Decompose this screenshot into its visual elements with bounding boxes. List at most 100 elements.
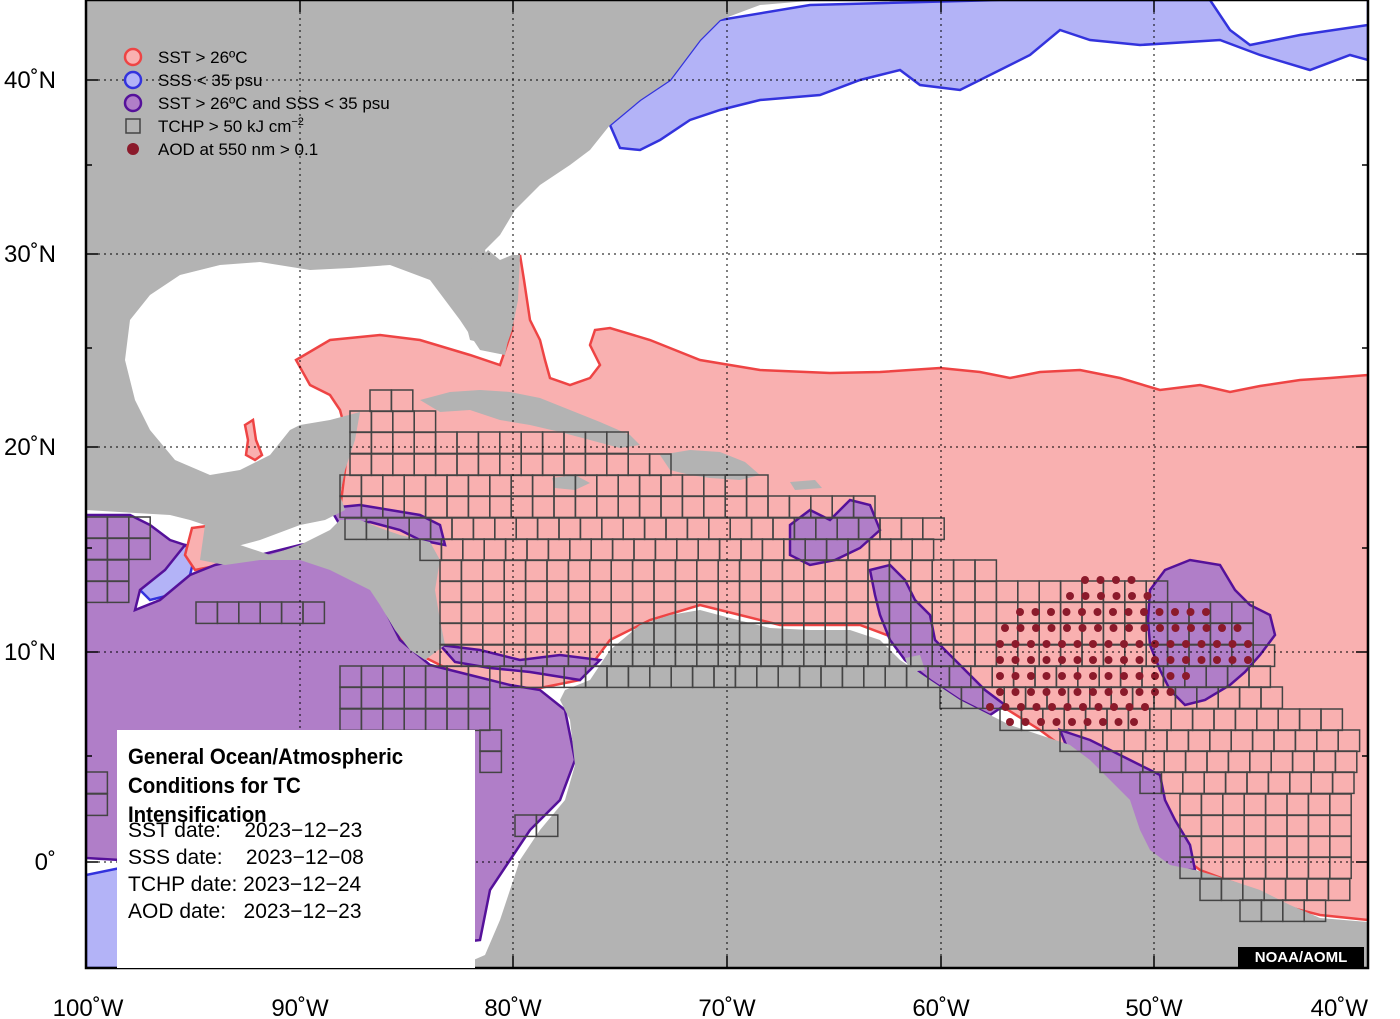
aod-dot — [1114, 718, 1123, 726]
aod-dot — [1120, 688, 1128, 696]
ticks — [86, 0, 1368, 968]
aod-dot — [1016, 624, 1025, 632]
aod-dot — [1151, 672, 1159, 680]
aod-dot — [1135, 656, 1144, 664]
lat-tick-label: 20˚N — [4, 434, 56, 461]
tchp-cell — [86, 793, 109, 817]
aod-dot — [1120, 656, 1128, 664]
aod-dot — [996, 656, 1004, 664]
tchp-square-icon — [125, 118, 141, 134]
aod-dot — [1186, 608, 1195, 616]
aod-dot — [1104, 688, 1113, 696]
aod-dot — [1233, 624, 1242, 632]
lat-tick-label: 10˚N — [4, 639, 56, 666]
tchp-cell — [479, 750, 503, 774]
aod-dot — [1032, 624, 1040, 632]
aod-dot-icon — [127, 143, 139, 155]
aod-dot — [1037, 718, 1045, 726]
aod-dot — [1202, 608, 1210, 616]
aod-dot — [1058, 672, 1066, 680]
legend-label: AOD at 550 nm > 0.1 — [158, 140, 318, 159]
aod-dot — [1058, 640, 1066, 648]
aod-dot — [1166, 656, 1175, 664]
legend-item: SSS < 35 psu — [123, 70, 262, 90]
aod-dot — [1244, 640, 1252, 648]
legend-label: SST > 26ºC — [158, 48, 248, 67]
aod-dot — [1182, 656, 1190, 664]
tchp-cell — [1327, 878, 1351, 902]
aod-dot — [1011, 656, 1020, 664]
aod-dot — [1001, 703, 1010, 711]
aod-dot — [1062, 608, 1071, 616]
aod-dot — [1073, 688, 1082, 696]
tchp-cell — [128, 537, 151, 561]
aod-dot — [1124, 608, 1133, 616]
aod-dot — [1151, 640, 1159, 648]
aod-dot — [1021, 718, 1030, 726]
aod-dot — [1197, 656, 1206, 664]
info-title-line2: Conditions for TC Intensification — [128, 773, 301, 827]
aod-dot — [1213, 640, 1221, 648]
aod-dot — [1011, 640, 1020, 648]
legend-label: TCHP > 50 kJ cm−2 — [158, 116, 304, 136]
sst-sss-circle-icon — [123, 93, 143, 113]
legend-label-sup: −2 — [291, 116, 304, 128]
tchp-cell — [467, 708, 491, 732]
aod-dot — [1097, 592, 1105, 600]
aod-dot — [996, 672, 1004, 680]
aod-dot — [1089, 688, 1097, 696]
aod-dot — [1001, 624, 1009, 632]
tchp-cell — [106, 580, 130, 604]
aod-dot — [1218, 624, 1226, 632]
tchp-cell — [1303, 899, 1327, 923]
aod-dot — [1213, 656, 1221, 664]
aod-dot — [1110, 703, 1118, 711]
aod-dot — [1166, 672, 1175, 680]
aod-dot — [1089, 656, 1097, 664]
aod-dot — [1006, 718, 1014, 726]
land-puerto-rico — [790, 480, 822, 490]
aod-dot — [1073, 672, 1082, 680]
aod-dot — [1042, 672, 1051, 680]
aod-dot — [1151, 688, 1159, 696]
lon-tick-label: 40˚W — [1311, 995, 1369, 1019]
aod-dot — [1182, 640, 1190, 648]
aod-dot — [1120, 672, 1128, 680]
aod-dot — [1078, 608, 1086, 616]
aod-dot — [1089, 640, 1097, 648]
aod-dot — [996, 688, 1004, 696]
aod-dot — [1032, 703, 1041, 711]
sst-date: SST date: 2023−12−23 — [128, 819, 363, 842]
aod-dot — [1048, 703, 1056, 711]
aod-dot — [1130, 718, 1138, 726]
aod-dot — [1094, 624, 1102, 632]
aod-dot — [1096, 576, 1105, 584]
aod-dot — [1099, 718, 1107, 726]
aod-dot — [1031, 608, 1040, 616]
aod-dot — [1143, 592, 1152, 600]
lon-tick-label: 70˚W — [698, 995, 756, 1019]
sst-blob-gulf — [243, 417, 264, 462]
legend-item: TCHP > 50 kJ cm−2 — [125, 116, 304, 136]
aod-dot — [1120, 640, 1128, 648]
aod-dot — [1125, 703, 1134, 711]
aod-dot — [1141, 703, 1149, 711]
aod-dot — [1089, 672, 1097, 680]
aod-date: AOD date: 2023−12−23 — [128, 900, 362, 923]
aod-dot — [1052, 718, 1061, 726]
legend-item: AOD at 550 nm > 0.1 — [127, 140, 318, 159]
aod-dot — [1182, 672, 1190, 680]
aod-dot — [1104, 656, 1113, 664]
aod-dot — [1112, 592, 1121, 600]
tchp-date: TCHP date: 2023−12−24 — [128, 873, 362, 896]
lon-tick-labels: 100˚W 90˚W 80˚W 70˚W 60˚W 50˚W 40˚W — [53, 995, 1369, 1019]
aod-dot — [1083, 718, 1092, 726]
aod-dot — [1047, 624, 1056, 632]
aod-dot — [1166, 640, 1175, 648]
land-island-small — [680, 645, 700, 668]
lon-tick-label: 50˚W — [1125, 995, 1183, 1019]
aod-dot — [1073, 640, 1082, 648]
aod-dot — [1027, 656, 1035, 664]
aod-dot — [1135, 672, 1144, 680]
aod-dot — [1171, 608, 1179, 616]
